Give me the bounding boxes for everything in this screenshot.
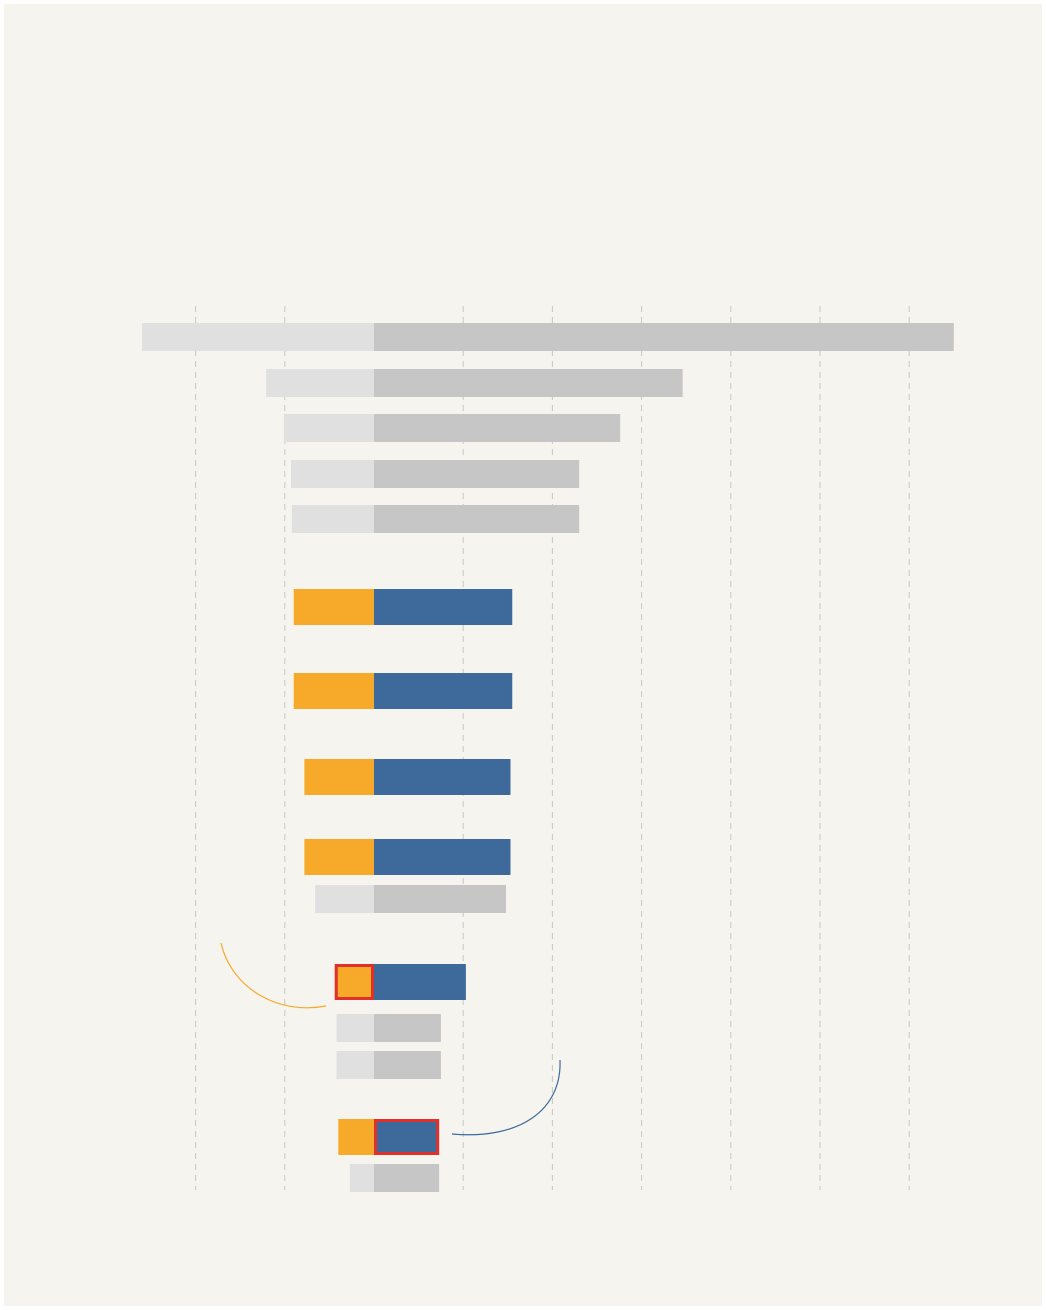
bar-right	[374, 323, 954, 351]
bar-left	[304, 759, 374, 795]
bar-right	[374, 1164, 440, 1192]
bar-right	[374, 414, 621, 442]
bar-right	[374, 839, 511, 875]
bar-right	[374, 369, 683, 397]
chart-background	[4, 4, 1042, 1306]
bar-left	[283, 414, 374, 442]
bar-left	[293, 673, 374, 709]
bar-right	[374, 673, 513, 709]
bar-right	[374, 1051, 441, 1079]
bar-right	[374, 1014, 441, 1042]
bar-right	[374, 759, 511, 795]
bar-left	[336, 1051, 374, 1079]
bar-left	[338, 1119, 374, 1155]
annotation-line-blue	[451, 1059, 561, 1136]
bar-left	[291, 505, 374, 533]
annotation-line-orange	[220, 942, 327, 1009]
bar-left	[334, 964, 374, 1000]
bar-right	[374, 885, 507, 913]
bar-left	[304, 839, 374, 875]
bar-left	[266, 369, 374, 397]
bar-left	[349, 1164, 374, 1192]
bar-left	[291, 460, 374, 488]
bar-right	[374, 964, 466, 1000]
callout-box-left	[334, 964, 375, 1000]
bar-right	[374, 589, 513, 625]
callout-box-right	[374, 1119, 440, 1155]
bar-left	[336, 1014, 374, 1042]
grid-lines	[195, 306, 910, 1190]
bar-left	[315, 885, 374, 913]
bar-right	[374, 1119, 440, 1155]
bar-left	[142, 323, 374, 351]
bar-right	[374, 460, 580, 488]
annotation-lines	[220, 942, 561, 1136]
bar-right	[374, 505, 580, 533]
callout-boxes	[334, 964, 440, 1155]
bar-series	[142, 323, 954, 1192]
bar-left	[293, 589, 374, 625]
